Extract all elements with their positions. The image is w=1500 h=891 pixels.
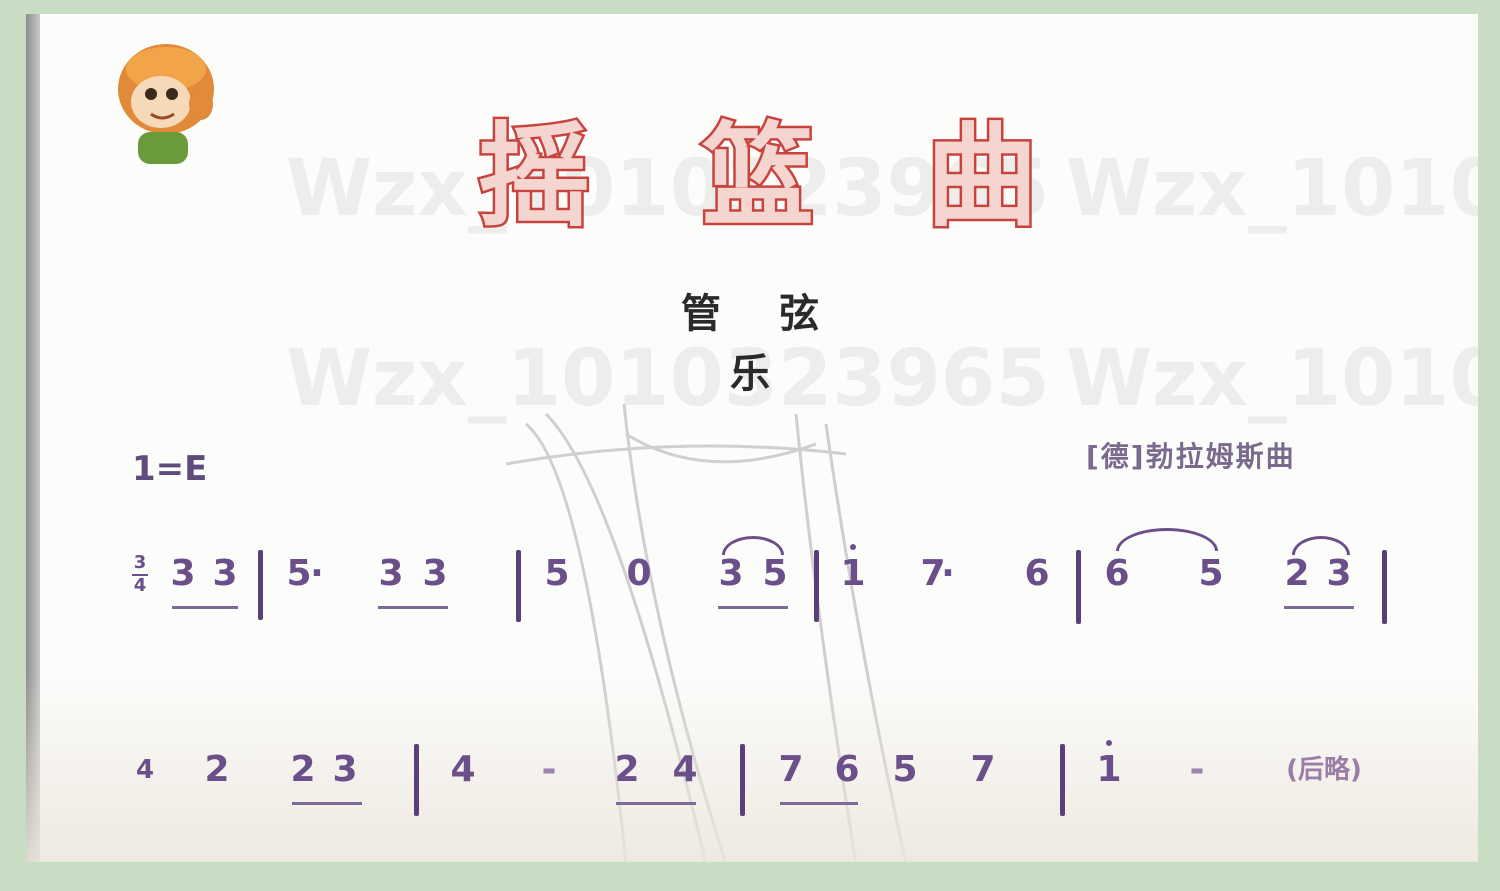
watermark: Wzx_1010323965 bbox=[1066, 144, 1478, 234]
dash: - bbox=[1189, 749, 1205, 790]
note: 5 bbox=[1198, 553, 1224, 594]
title-char: 摇 bbox=[476, 111, 593, 242]
note: 6 bbox=[1104, 553, 1130, 594]
note: 5 bbox=[544, 553, 570, 594]
eighth-beam bbox=[378, 606, 448, 609]
page-edge bbox=[26, 14, 40, 862]
monkey-mascot-icon bbox=[118, 44, 214, 164]
background-fade bbox=[26, 672, 1478, 862]
note-high: 1 bbox=[1096, 749, 1122, 790]
note: 4 bbox=[450, 749, 476, 790]
ending-omitted: (后略) bbox=[1286, 755, 1362, 785]
note: 7 bbox=[778, 749, 804, 790]
dot: · bbox=[310, 553, 324, 594]
eighth-beam bbox=[172, 606, 238, 609]
dot: · bbox=[941, 553, 955, 594]
time-signature-rule bbox=[132, 574, 148, 576]
key-signature: 1=E bbox=[132, 449, 208, 489]
barline bbox=[258, 550, 263, 620]
composer-credit: [德]勃拉姆斯曲 bbox=[1086, 440, 1296, 473]
note: 3 bbox=[332, 749, 358, 790]
watermark: Wzx_1010323965 bbox=[1066, 334, 1478, 424]
note-high: 1 bbox=[840, 553, 866, 594]
note: 2 bbox=[614, 749, 640, 790]
barline bbox=[740, 744, 745, 816]
octave-dot bbox=[1106, 740, 1112, 746]
eighth-beam bbox=[616, 802, 696, 805]
eighth-beam bbox=[292, 802, 362, 805]
note: 3 bbox=[1326, 553, 1352, 594]
rest: 0 bbox=[626, 553, 652, 594]
note: 3 bbox=[718, 553, 744, 594]
song-title: 摇 篮 曲 bbox=[476, 102, 1041, 252]
watermark: Wzx_1010323965 bbox=[286, 334, 1050, 424]
sheet-page: Wzx_1010323965 Wzx_1010323965 Wzx_101032… bbox=[26, 14, 1478, 862]
note: 2 bbox=[1284, 553, 1310, 594]
subtitle: 管 弦 乐 bbox=[681, 291, 841, 397]
watermark: Wzx_1010323965 bbox=[286, 144, 1050, 234]
eighth-beam bbox=[1284, 606, 1354, 609]
barline bbox=[1076, 550, 1081, 624]
note: 6 bbox=[1024, 553, 1050, 594]
barline bbox=[814, 550, 819, 622]
barline bbox=[1382, 550, 1387, 624]
note: 7 bbox=[970, 749, 996, 790]
note: 3 bbox=[212, 553, 238, 594]
note: 4 bbox=[672, 749, 698, 790]
note: 3 bbox=[170, 553, 196, 594]
barline bbox=[414, 744, 419, 816]
note: 5 bbox=[286, 553, 312, 594]
note: 6 bbox=[834, 749, 860, 790]
title-char: 篮 bbox=[700, 111, 817, 242]
dash: - bbox=[541, 749, 557, 790]
eighth-beam bbox=[780, 802, 858, 805]
barline bbox=[516, 550, 521, 622]
note: 2 bbox=[204, 749, 230, 790]
note: 2 bbox=[290, 749, 316, 790]
note: 5 bbox=[762, 553, 788, 594]
eighth-beam bbox=[718, 606, 788, 609]
note: 4 bbox=[135, 755, 155, 785]
barline bbox=[1060, 744, 1065, 816]
note: 3 bbox=[422, 553, 448, 594]
time-signature-bottom: 4 bbox=[133, 575, 147, 596]
octave-dot bbox=[850, 544, 856, 550]
note: 5 bbox=[892, 749, 918, 790]
note: 7 bbox=[920, 553, 946, 594]
title-char: 曲 bbox=[924, 111, 1041, 242]
note: 3 bbox=[378, 553, 404, 594]
time-signature-top: 3 bbox=[133, 552, 147, 573]
